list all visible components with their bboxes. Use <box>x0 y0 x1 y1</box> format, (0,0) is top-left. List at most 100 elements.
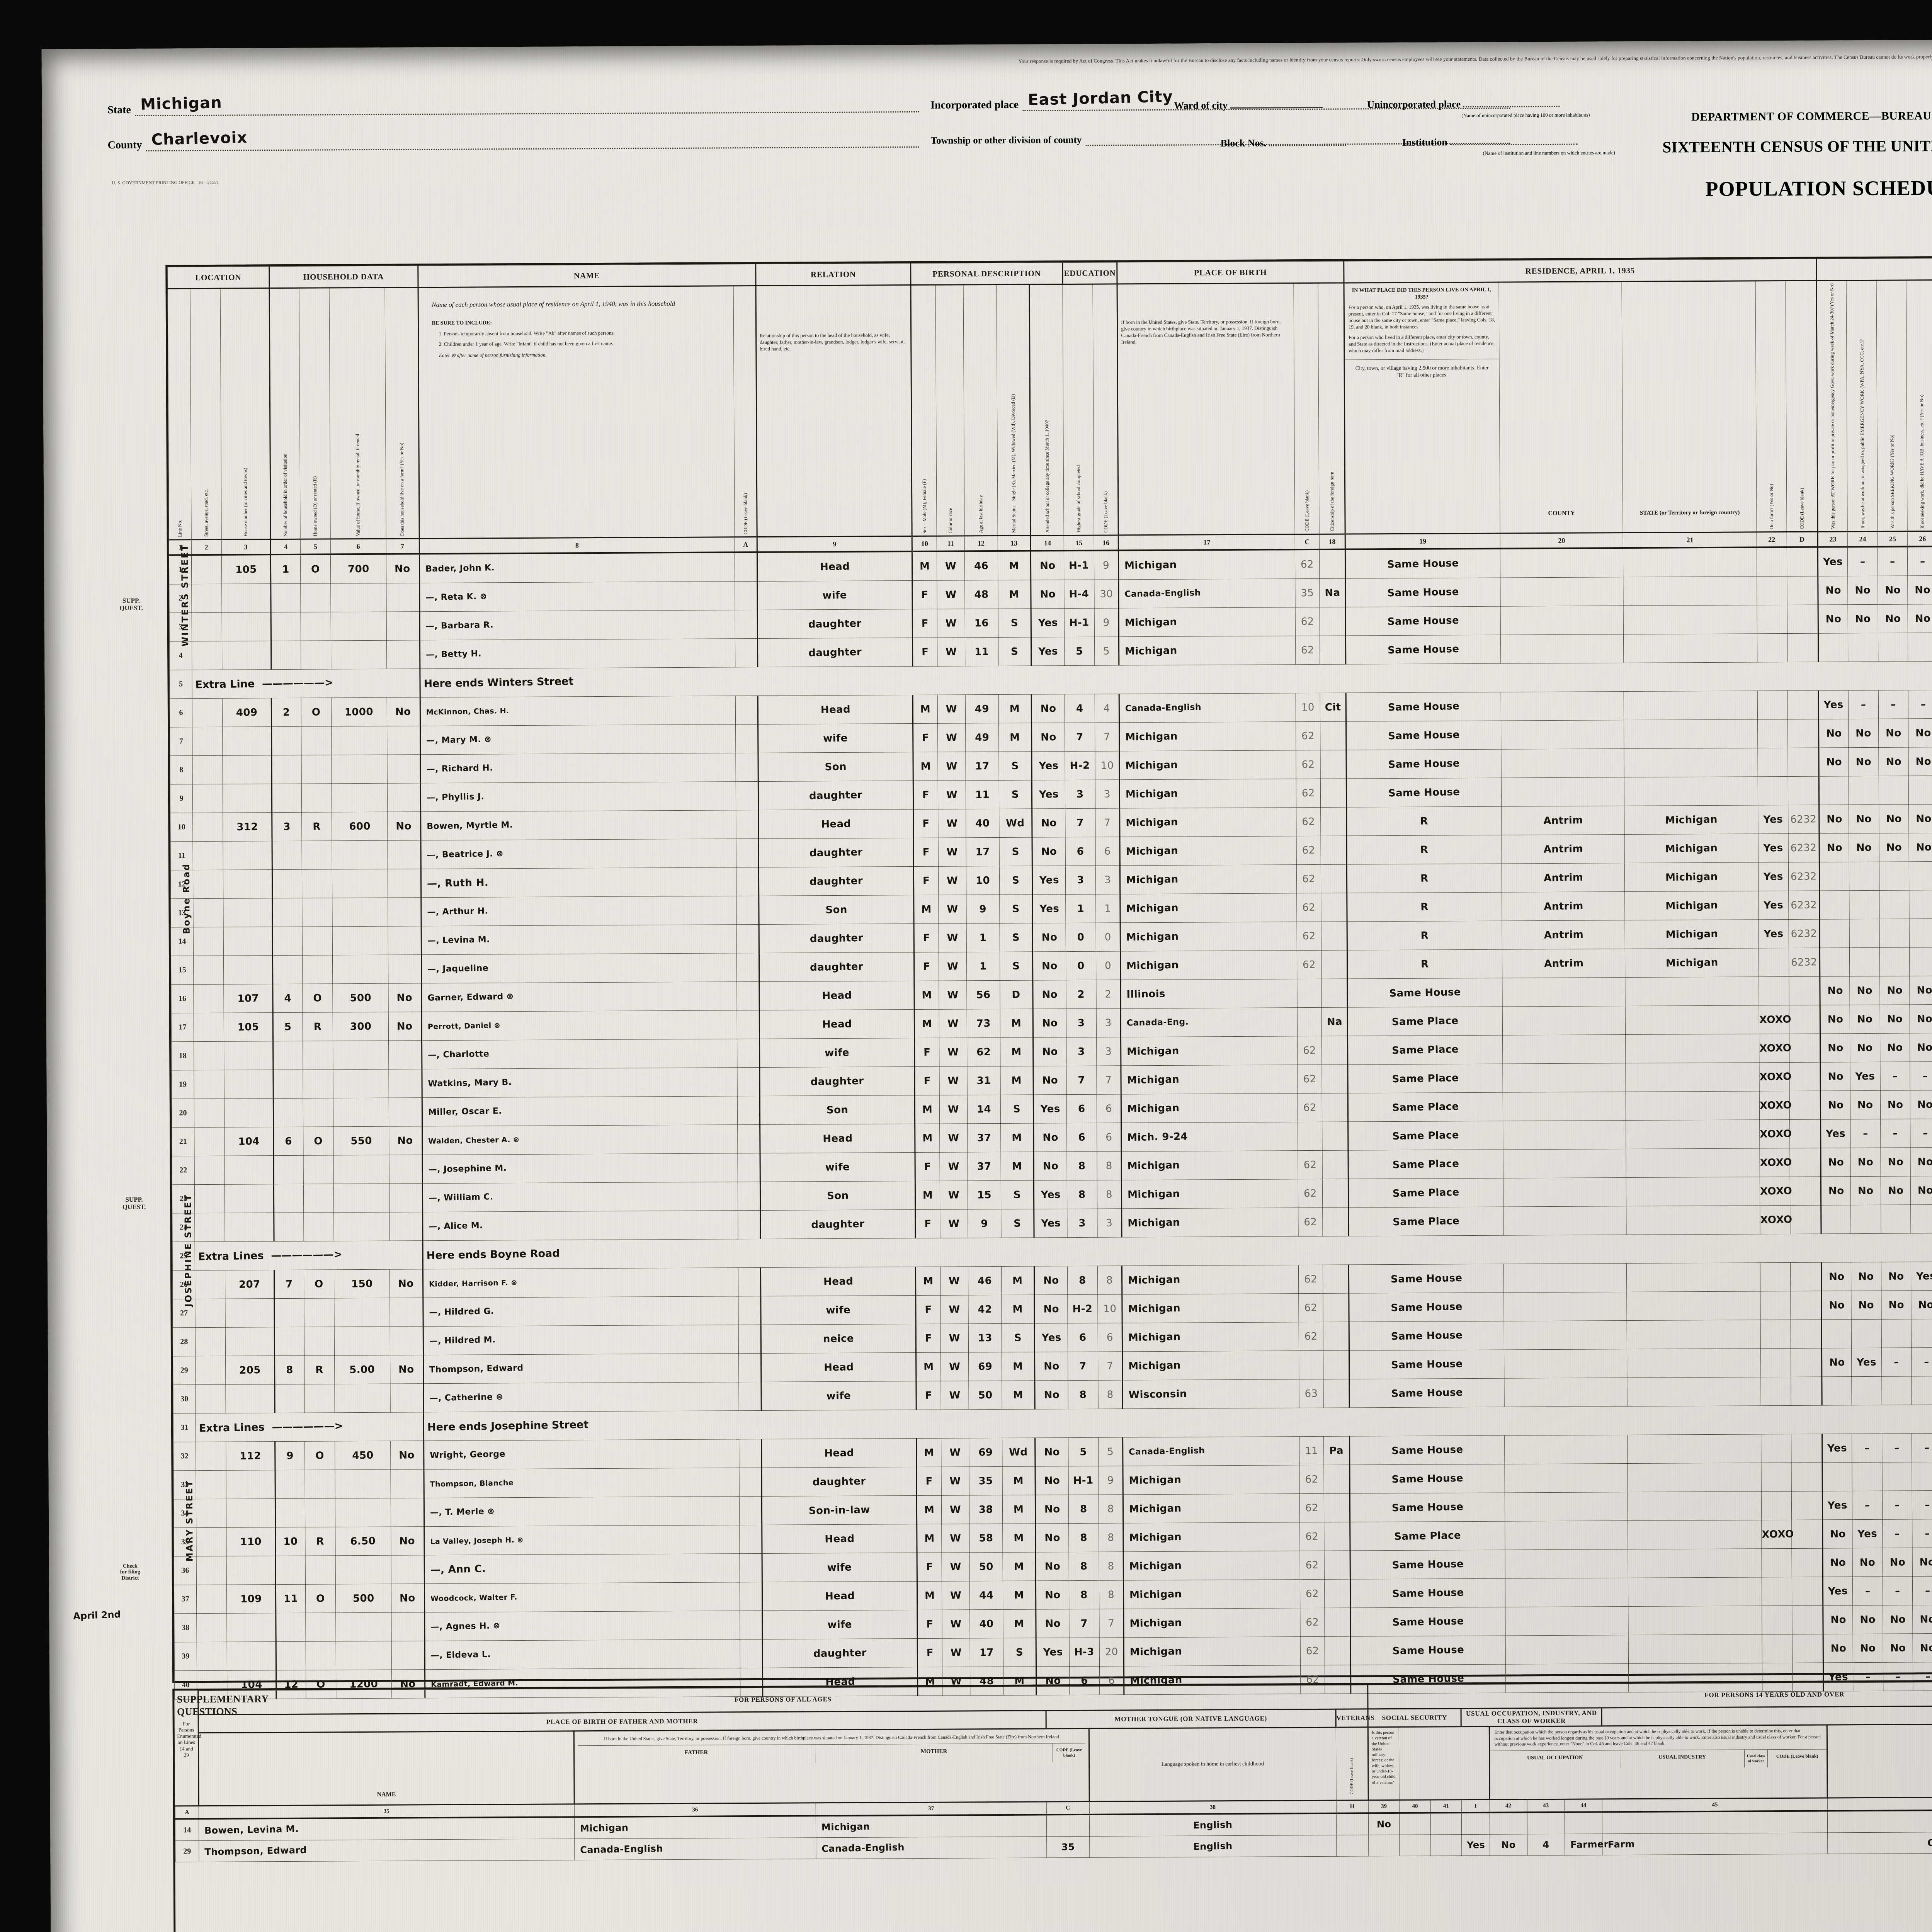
cell-dcode[interactable] <box>1787 576 1818 605</box>
cell-sex[interactable]: F <box>917 1610 942 1639</box>
cell-name[interactable]: —, Arthur H. <box>421 896 736 927</box>
cell-res_state[interactable] <box>1625 977 1759 1006</box>
cell-relation[interactable]: Son-in-law <box>762 1495 917 1525</box>
cell-sex[interactable]: F <box>916 1381 941 1410</box>
cell-age[interactable]: 16 <box>964 609 998 638</box>
cell-age[interactable]: 13 <box>968 1323 1002 1353</box>
cell-birth[interactable]: Michigan <box>1122 1322 1299 1352</box>
cell-hh[interactable] <box>275 1498 306 1528</box>
cell-value[interactable] <box>335 1498 391 1527</box>
cell-c26[interactable]: – <box>1907 546 1932 576</box>
cell-res_state[interactable] <box>1625 1005 1759 1035</box>
cell-race[interactable]: W <box>940 1267 968 1296</box>
supp-cell-code[interactable]: 35 <box>1046 1836 1090 1858</box>
cell-sex[interactable]: M <box>912 551 937 581</box>
cell-res_city[interactable]: Same House <box>1345 635 1501 665</box>
cell-res_city[interactable]: R <box>1346 806 1502 836</box>
cell-res_state[interactable] <box>1626 1091 1760 1121</box>
cell-c26[interactable] <box>1908 633 1932 662</box>
cell-grade[interactable]: 7 <box>1068 1352 1098 1381</box>
cell-marital[interactable]: Wd <box>1002 1438 1036 1467</box>
cell-birth[interactable]: Michigan <box>1120 951 1297 980</box>
cell-value[interactable] <box>335 1469 391 1499</box>
cell-age[interactable]: 40 <box>966 809 999 838</box>
cell-birth[interactable]: Canada-English <box>1119 579 1295 609</box>
cell-marital[interactable]: M <box>1000 1123 1034 1152</box>
cell-house[interactable] <box>223 927 273 956</box>
cell-bcode[interactable]: 63 <box>1299 1379 1324 1408</box>
cell-house[interactable] <box>224 1156 274 1185</box>
cell-dcode[interactable] <box>1789 976 1820 1005</box>
cell-res_farm[interactable] <box>1761 1491 1792 1520</box>
cell-race[interactable]: W <box>939 1009 967 1038</box>
cell-bcode[interactable]: 62 <box>1296 836 1321 865</box>
cell-own[interactable] <box>303 1184 334 1213</box>
cell-own[interactable] <box>304 1298 335 1327</box>
line-number[interactable]: 33 <box>173 1471 196 1500</box>
cell-bcode[interactable]: 62 <box>1300 1636 1325 1666</box>
cell-res_city[interactable]: Same Place <box>1347 1064 1503 1094</box>
cell-age[interactable]: 17 <box>965 752 999 781</box>
cell-school[interactable]: No <box>1036 1581 1069 1610</box>
cell-farm[interactable] <box>387 840 421 869</box>
cell-birth[interactable]: Mich. 9-24 <box>1121 1122 1298 1152</box>
cell-res_city[interactable]: Same Place <box>1348 1207 1504 1236</box>
cell-house[interactable] <box>225 1327 275 1356</box>
cell-grade[interactable]: 1 <box>1065 894 1096 923</box>
cell-age[interactable]: 11 <box>966 780 999 810</box>
cell-grade[interactable]: 8 <box>1069 1580 1099 1610</box>
cell-school[interactable]: Yes <box>1034 1323 1068 1352</box>
cell-bcode[interactable]: 10 <box>1296 693 1321 722</box>
cell-marital[interactable]: S <box>999 866 1033 895</box>
cell-dcode[interactable] <box>1787 776 1819 805</box>
cell-own[interactable] <box>303 1155 334 1184</box>
cell-race[interactable]: W <box>940 1324 969 1353</box>
cell-res_county[interactable] <box>1501 720 1624 750</box>
cell-name[interactable]: —, Hildred M. <box>423 1325 739 1355</box>
cell-res_county[interactable] <box>1503 1177 1627 1207</box>
cell-res_city[interactable]: Same House <box>1349 1435 1505 1465</box>
cell-marital[interactable]: M <box>1002 1352 1035 1381</box>
cell-c23[interactable]: No <box>1821 1177 1851 1206</box>
cell-c23[interactable]: No <box>1820 1062 1850 1091</box>
cell-dcode[interactable]: 6232 <box>1789 948 1820 977</box>
cell-c23[interactable]: No <box>1819 833 1849 862</box>
cell-res_city[interactable]: Same House <box>1350 1578 1505 1608</box>
cell-citiz[interactable] <box>1324 1465 1350 1494</box>
cell-relation[interactable]: Head <box>760 1124 915 1153</box>
cell-dcode[interactable] <box>1789 1005 1820 1034</box>
cell-relation[interactable]: daughter <box>759 952 915 982</box>
cell-c23[interactable] <box>1821 1377 1852 1406</box>
cell-sex[interactable]: F <box>915 1066 940 1095</box>
cell-res_city[interactable]: Same House <box>1345 578 1501 607</box>
cell-res_state[interactable] <box>1625 1034 1760 1063</box>
supp-cell-vet[interactable]: No <box>1368 1813 1400 1835</box>
cell-res_city[interactable]: Same Place <box>1348 1121 1503 1151</box>
cell-c25[interactable] <box>1882 1462 1912 1491</box>
cell-value[interactable] <box>332 840 388 870</box>
cell-c24[interactable] <box>1852 1376 1882 1406</box>
cell-birth[interactable]: Michigan <box>1119 779 1296 809</box>
cell-citiz[interactable]: Na <box>1321 1007 1348 1036</box>
cell-bcode[interactable]: 62 <box>1300 1608 1325 1637</box>
cell-school[interactable]: No <box>1032 923 1066 952</box>
cell-citiz[interactable] <box>1322 1150 1349 1179</box>
cell-street[interactable] <box>195 1299 225 1328</box>
cell-bcode[interactable]: 62 <box>1296 922 1321 951</box>
cell-c23[interactable]: No <box>1823 1634 1853 1663</box>
line-number[interactable]: 13 <box>170 899 194 928</box>
cell-citiz[interactable] <box>1323 1350 1349 1379</box>
cell-gcode[interactable]: 3 <box>1097 1209 1122 1238</box>
cell-school[interactable]: No <box>1034 1295 1068 1324</box>
cell-res_farm[interactable] <box>1757 719 1788 748</box>
cell-grade[interactable]: H-2 <box>1065 751 1095 781</box>
cell-citiz[interactable] <box>1321 922 1347 951</box>
cell-hh[interactable] <box>276 1613 306 1642</box>
cell-farm[interactable] <box>388 1041 422 1070</box>
cell-house[interactable] <box>225 1299 275 1328</box>
cell-house[interactable] <box>222 727 272 756</box>
cell-res_county[interactable] <box>1500 606 1624 635</box>
cell-c23[interactable]: No <box>1821 1262 1852 1291</box>
cell-school[interactable]: No <box>1033 1037 1067 1066</box>
cell-c26[interactable] <box>1909 919 1932 948</box>
